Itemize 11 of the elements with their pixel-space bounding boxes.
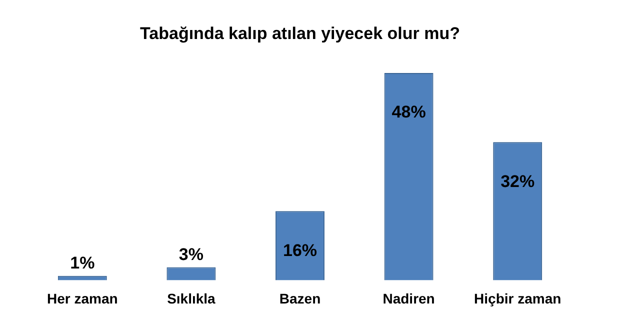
data-label: 16% <box>282 240 318 260</box>
chart-title: Tabağında kalıp atılan yiyecek olur mu? <box>140 24 460 43</box>
data-label: 1% <box>70 254 95 273</box>
x-tick-label: Hiçbir zaman <box>474 290 562 306</box>
x-tick-label: Her zaman <box>46 290 118 306</box>
x-tick-label: Nadiren <box>382 290 435 306</box>
x-tick-label: Bazen <box>279 290 321 306</box>
data-label: 3% <box>178 244 204 264</box>
data-label: 32% <box>500 172 535 191</box>
data-label: 48% <box>392 102 426 122</box>
x-tick-label: Sıklıkla <box>167 290 216 306</box>
